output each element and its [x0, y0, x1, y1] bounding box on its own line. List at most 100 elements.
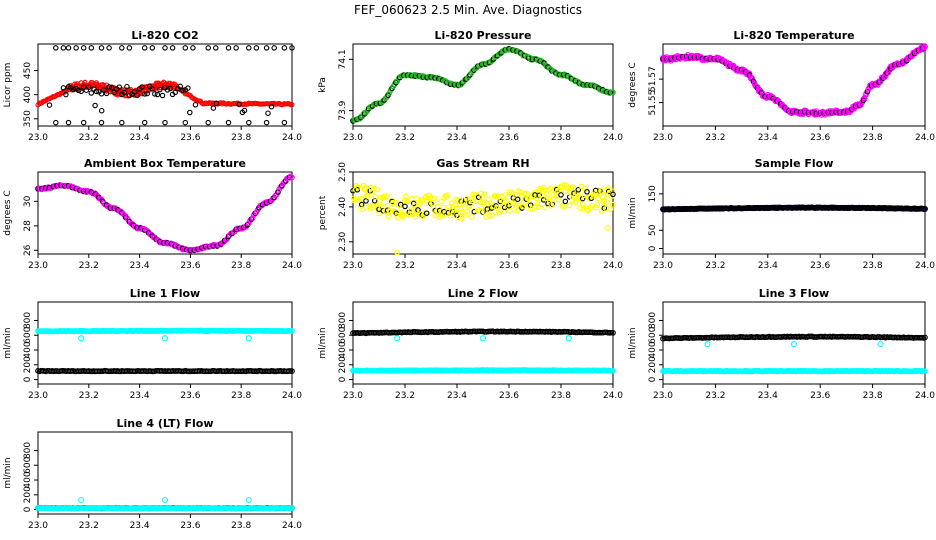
co2-overlay-point — [169, 45, 176, 51]
panel-title: Line 4 (LT) Flow — [117, 417, 214, 430]
rh-point — [610, 201, 616, 208]
panel-title: Ambient Box Temperature — [84, 157, 246, 170]
data-points — [35, 45, 295, 126]
co2-overlay-point — [75, 87, 82, 94]
x-tick-label: 23.2 — [79, 133, 99, 143]
x-tick-label: 23.6 — [180, 261, 200, 271]
panel-title: Li-820 CO2 — [131, 29, 198, 42]
co2-overlay-point — [149, 45, 156, 51]
co2-overlay-point — [139, 84, 145, 90]
flow-outlier-point — [704, 341, 711, 348]
panel-6: Sample Flow ml/min 23.0 23.2 23.4 23.6 23.8 24.… — [628, 157, 935, 271]
y-tick-label: 600 — [338, 326, 348, 343]
co2-overlay-point — [80, 45, 87, 51]
rh-point — [418, 196, 425, 203]
rh-point — [478, 190, 485, 197]
rh-point — [604, 199, 610, 205]
co2-overlay-point — [60, 85, 67, 91]
rh-point — [503, 198, 510, 204]
rh-point — [502, 192, 509, 198]
panel-9: Line 3 Flow ml/min 23.0 23.2 23.4 23.6 23.8 24.… — [628, 287, 935, 401]
rh-point — [390, 199, 396, 206]
co2-overlay-point — [103, 90, 110, 97]
rh-point — [454, 205, 460, 212]
rh-point — [532, 189, 538, 196]
panel-title: Gas Stream RH — [436, 157, 529, 170]
co2-overlay-point — [213, 45, 219, 51]
rh-point — [496, 210, 503, 217]
co2-overlay-point — [192, 102, 199, 108]
flow-outlier-point — [245, 335, 252, 342]
rh-point — [394, 249, 401, 256]
co2-overlay-point — [53, 45, 59, 51]
y-tick-label: 600 — [23, 456, 33, 473]
plot-frame — [352, 301, 614, 385]
co2-point — [139, 91, 145, 97]
rh-point — [412, 214, 419, 220]
y-tick-label: 28 — [23, 220, 33, 232]
rh-point — [604, 224, 611, 231]
co2-overlay-point — [98, 107, 105, 114]
flow-point — [922, 334, 928, 341]
co2-overlay-point — [159, 92, 166, 99]
rh-point — [511, 206, 518, 213]
co2-overlay-point — [73, 45, 79, 51]
data-points — [35, 173, 295, 254]
rh-point — [431, 195, 438, 202]
rh-overlay-point — [558, 192, 564, 198]
x-tick-label: 23.6 — [499, 133, 519, 143]
co2-overlay-point — [281, 45, 288, 51]
y-tick-label: 150 — [648, 185, 658, 202]
x-tick-label: 23.8 — [231, 391, 251, 401]
rh-point — [507, 200, 514, 207]
co2-overlay-point — [134, 92, 140, 99]
series-point — [417, 73, 424, 79]
rh-point — [411, 202, 418, 209]
rh-point — [572, 199, 579, 206]
co2-overlay-point — [93, 88, 100, 95]
co2-overlay-point — [131, 89, 138, 95]
y-tick-label: 0 — [648, 245, 658, 251]
x-tick-label: 23.0 — [343, 261, 363, 271]
flow-point — [922, 368, 928, 375]
co2-overlay-point — [182, 119, 189, 126]
rh-point — [440, 204, 446, 211]
flow-outlier-point — [479, 335, 487, 342]
panel-8: Line 2 Flow ml/min 23.0 23.2 23.4 23.6 23.8 24.… — [318, 287, 623, 401]
rh-overlay-point — [371, 197, 378, 204]
x-tick-label: 23.6 — [810, 261, 830, 271]
rh-point — [357, 196, 363, 202]
rh-point — [500, 198, 507, 204]
co2-overlay-point — [162, 119, 168, 126]
x-tick-label: 23.2 — [79, 261, 99, 271]
rh-point — [609, 188, 615, 195]
co2-overlay-point — [106, 45, 112, 51]
x-tick-label: 23.0 — [343, 391, 363, 401]
co2-overlay-point — [180, 87, 186, 94]
panel-5: Gas Stream RH percent 23.0 23.2 23.4 23.6 23.8… — [318, 157, 623, 271]
x-tick-label: 24.0 — [915, 261, 935, 271]
co2-overlay-point — [225, 119, 232, 126]
rh-overlay-point — [475, 194, 482, 201]
x-tick-label: 24.0 — [915, 391, 935, 401]
co2-overlay-point — [98, 119, 105, 126]
rh-point — [515, 188, 522, 194]
co2-overlay-point — [213, 100, 220, 107]
x-tick-label: 23.8 — [863, 261, 883, 271]
co2-overlay-point — [190, 45, 196, 51]
rh-point — [487, 212, 493, 219]
series-point — [610, 89, 616, 96]
rh-overlay-point — [519, 205, 525, 211]
x-tick-label: 23.0 — [28, 133, 48, 143]
plot-frame — [662, 301, 926, 385]
co2-overlay-point — [167, 85, 173, 92]
rh-point — [404, 198, 411, 205]
rh-overlay-point — [575, 187, 582, 193]
rh-point — [566, 202, 573, 209]
y-axis-label: Licor ppm — [3, 63, 13, 108]
data-points — [35, 496, 295, 512]
flow-point — [610, 329, 616, 336]
co2-overlay-point — [162, 45, 168, 51]
plot-frame — [37, 171, 293, 255]
x-tick-label: 23.2 — [705, 133, 725, 143]
